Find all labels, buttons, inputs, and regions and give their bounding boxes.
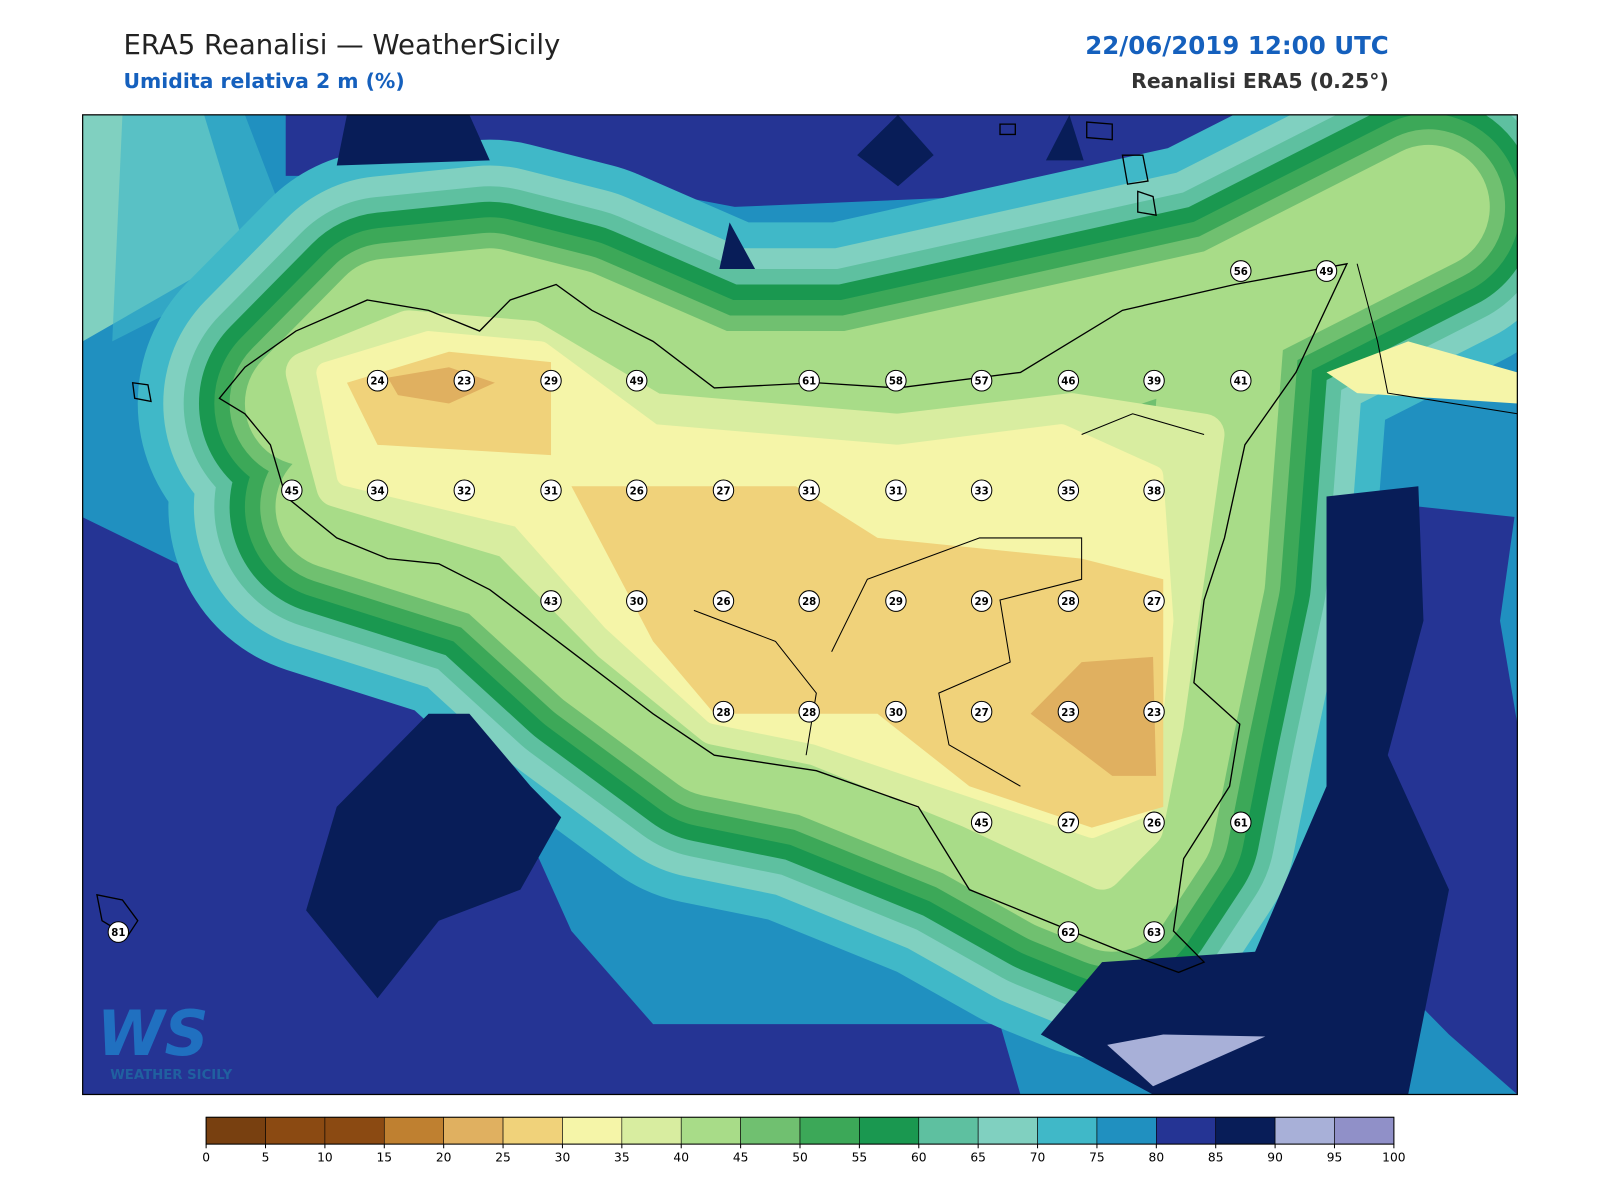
- colorbar-tick-label: 55: [852, 1151, 868, 1165]
- source: Reanalisi ERA5 (0.25°): [1131, 69, 1389, 93]
- station-value: 61: [802, 376, 816, 388]
- colorbar-tick-label: 15: [377, 1151, 393, 1165]
- colorbar-swatch: [1156, 1116, 1217, 1145]
- colorbar-tick-label: 20: [436, 1151, 452, 1165]
- colorbar-swatch: [1096, 1116, 1157, 1145]
- station-value: 29: [975, 596, 989, 608]
- colorbar-tick-label: 90: [1267, 1151, 1283, 1165]
- colorbar-swatch: [680, 1116, 741, 1145]
- station-value: 49: [1319, 266, 1333, 278]
- station-value: 28: [802, 707, 816, 719]
- station-value: 31: [802, 485, 816, 497]
- station-value: 35: [1061, 485, 1075, 497]
- colorbar-tick-label: 85: [1208, 1151, 1224, 1165]
- station-value: 43: [544, 596, 558, 608]
- colorbar-swatch: [977, 1116, 1038, 1145]
- colorbar-swatch: [1037, 1116, 1098, 1145]
- station-value: 23: [1147, 707, 1161, 719]
- colorbar-tick-label: 65: [970, 1151, 986, 1165]
- map-frame: [82, 114, 1518, 1096]
- station-value: 30: [889, 707, 903, 719]
- station-value: 62: [1061, 927, 1075, 939]
- logo: WS WEATHER SICILY: [97, 998, 233, 1083]
- station-value: 23: [1061, 707, 1075, 719]
- station-value: 45: [975, 817, 989, 829]
- colorbar-tick-label: 60: [911, 1151, 927, 1165]
- logo-mark: WS: [97, 998, 209, 1070]
- colorbar-swatch: [621, 1116, 682, 1145]
- colorbar-swatch: [859, 1116, 920, 1145]
- colorbar-swatch: [1215, 1116, 1276, 1145]
- station-value: 28: [1061, 596, 1075, 608]
- title: ERA5 Reanalisi — WeatherSicily: [123, 28, 560, 61]
- station-value: 49: [630, 376, 644, 388]
- colorbar-tick-label: 25: [495, 1151, 511, 1165]
- station-value: 58: [889, 376, 903, 388]
- station-value: 27: [716, 485, 730, 497]
- map: [82, 114, 1518, 1095]
- station-value: 39: [1147, 376, 1161, 388]
- colorbar-swatch: [443, 1116, 504, 1145]
- colorbar-swatch: [562, 1116, 623, 1145]
- station-value: 45: [285, 485, 299, 497]
- colorbar-swatch: [383, 1116, 444, 1145]
- station-value: 27: [1147, 596, 1161, 608]
- station-value: 26: [716, 596, 730, 608]
- colorbar-tick-label: 0: [202, 1151, 210, 1165]
- colorbar-swatch: [265, 1116, 326, 1145]
- colorbar-swatch: [324, 1116, 385, 1145]
- station-value: 38: [1147, 485, 1161, 497]
- colorbar-swatch: [740, 1116, 801, 1145]
- station-value: 24: [370, 376, 384, 388]
- station-value: 31: [544, 485, 558, 497]
- colorbar-tick-label: 5: [262, 1151, 270, 1165]
- station-value: 57: [975, 376, 989, 388]
- subtitle: Umidita relativa 2 m (%): [123, 69, 404, 93]
- colorbar-tick-label: 75: [1089, 1151, 1105, 1165]
- colorbar-swatch: [502, 1116, 563, 1145]
- station-value: 46: [1061, 376, 1075, 388]
- station-value: 23: [457, 376, 471, 388]
- colorbar-tick-label: 30: [555, 1151, 571, 1165]
- colorbar-tick-label: 70: [1030, 1151, 1046, 1165]
- station-value: 34: [370, 485, 384, 497]
- station-value: 41: [1234, 376, 1248, 388]
- colorbar-tick-label: 40: [673, 1151, 689, 1165]
- colorbar-swatch: [1334, 1116, 1395, 1145]
- station-value: 26: [630, 485, 644, 497]
- datetime: 22/06/2019 12:00 UTC: [1085, 31, 1389, 60]
- colorbar-swatch: [205, 1116, 266, 1145]
- station-value: 56: [1234, 266, 1248, 278]
- station-value: 29: [889, 596, 903, 608]
- colorbar-tick-label: 95: [1327, 1151, 1343, 1165]
- station-value: 28: [716, 707, 730, 719]
- station-value: 81: [111, 927, 125, 939]
- station-value: 26: [1147, 817, 1161, 829]
- colorbar-tick-label: 80: [1149, 1151, 1165, 1165]
- colorbar-tick-label: 50: [792, 1151, 808, 1165]
- colorbar-swatch: [918, 1116, 979, 1145]
- station-value: 33: [975, 485, 989, 497]
- colorbar-tick-label: 10: [317, 1151, 333, 1165]
- station-value: 32: [457, 485, 471, 497]
- station-value: 29: [544, 376, 558, 388]
- station-value: 27: [975, 707, 989, 719]
- colorbar-tick-label: 45: [733, 1151, 749, 1165]
- colorbar-swatch: [1274, 1116, 1335, 1145]
- station-value: 61: [1234, 817, 1248, 829]
- colorbar-tick-label: 35: [614, 1151, 630, 1165]
- colorbar-frame: [205, 1116, 1395, 1145]
- colorbar-swatch: [799, 1116, 860, 1145]
- colorbar-tick-label: 100: [1382, 1151, 1406, 1165]
- station-value: 28: [802, 596, 816, 608]
- stations: 24 23 29 49 61 58 57 46 39 41 56 49 45 3…: [107, 260, 1338, 943]
- station-value: 30: [630, 596, 644, 608]
- logo-name: WEATHER SICILY: [110, 1068, 232, 1083]
- colorbar: 0 5 10 15 20 25 30 35 40 45 50 55 60 65 70 75 80 85 90 95 10…: [202, 1116, 1406, 1165]
- station-value: 31: [889, 485, 903, 497]
- station-value: 27: [1061, 817, 1075, 829]
- station-value: 63: [1147, 927, 1161, 939]
